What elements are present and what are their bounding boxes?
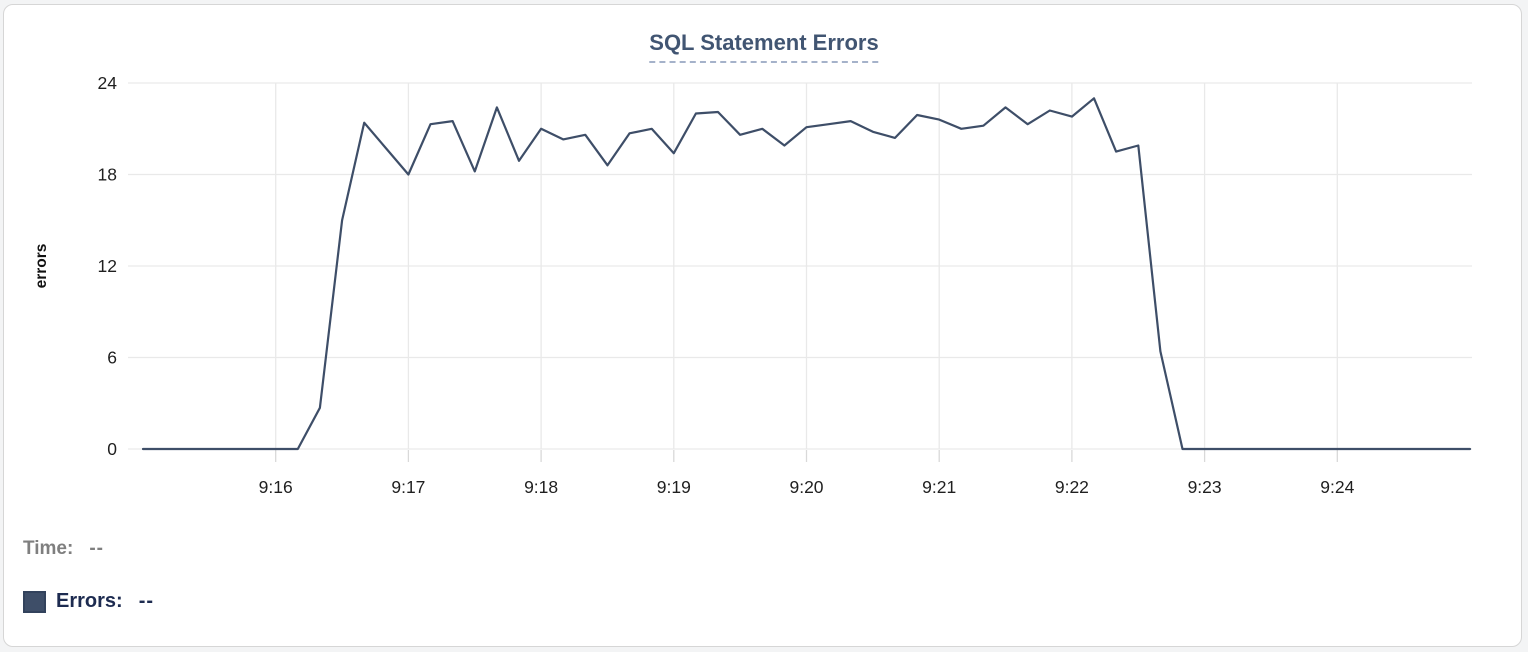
x-tick-label: 9:18 — [524, 477, 558, 497]
x-tick-label: 9:17 — [391, 477, 425, 497]
errors-series-line[interactable] — [141, 97, 1472, 451]
y-tick-label: 0 — [107, 439, 117, 459]
errors-label: Errors: — [56, 590, 123, 612]
y-tick-label: 6 — [107, 348, 117, 368]
x-tick-label: 9:20 — [789, 477, 823, 497]
errors-series-swatch-icon — [23, 590, 46, 613]
x-tick-label: 9:22 — [1055, 477, 1089, 497]
y-axis-title: errors — [33, 244, 50, 289]
time-label: Time: — [23, 538, 74, 559]
time-value: -- — [89, 538, 104, 559]
chart-card — [3, 4, 1522, 647]
errors-value: -- — [138, 590, 155, 612]
y-tick-label: 12 — [98, 256, 117, 276]
legend-item-errors[interactable]: Errors: -- — [23, 590, 154, 613]
x-tick-label: 9:24 — [1320, 477, 1354, 497]
hover-time-readout: Time: -- — [23, 538, 104, 560]
chart-title[interactable]: SQL Statement Errors — [649, 30, 879, 63]
x-tick-label: 9:19 — [657, 477, 691, 497]
x-tick-label: 9:23 — [1188, 477, 1222, 497]
x-tick-label: 9:21 — [922, 477, 956, 497]
y-tick-label: 24 — [98, 73, 118, 93]
x-tick-label: 9:16 — [259, 477, 293, 497]
y-tick-label: 18 — [98, 165, 117, 185]
